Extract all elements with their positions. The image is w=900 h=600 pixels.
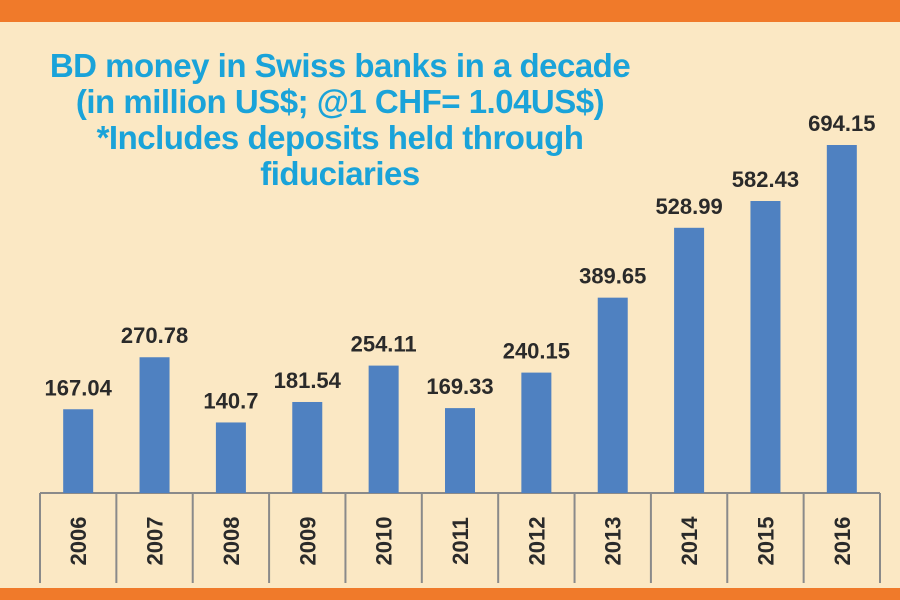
bar-2011 bbox=[445, 408, 475, 493]
data-label-2014: 528.99 bbox=[655, 194, 722, 219]
bar-2006 bbox=[63, 409, 94, 493]
data-label-2010: 254.11 bbox=[351, 332, 417, 357]
chart-title: BD money in Swiss banks in a decade bbox=[49, 47, 631, 84]
bar-2014 bbox=[674, 227, 705, 493]
data-label-2016: 694.15 bbox=[808, 111, 875, 136]
bar-2012 bbox=[521, 372, 552, 493]
tick-label-2015: 2015 bbox=[753, 517, 778, 566]
data-label-2007: 270.78 bbox=[121, 323, 188, 348]
bottom-orange-band bbox=[0, 588, 900, 600]
tick-label-2007: 2007 bbox=[143, 517, 168, 566]
bar-2009 bbox=[292, 401, 323, 493]
data-label-2011: 169.33 bbox=[426, 374, 493, 399]
data-label-2009: 181.54 bbox=[274, 368, 342, 393]
chart-note-line-2: fiduciaries bbox=[260, 155, 420, 192]
tick-label-2013: 2013 bbox=[601, 517, 626, 566]
tick-label-2009: 2009 bbox=[295, 517, 320, 566]
tick-label-2008: 2008 bbox=[219, 517, 244, 566]
data-label-2012: 240.15 bbox=[503, 339, 570, 364]
data-label-2013: 389.65 bbox=[579, 264, 646, 289]
data-label-2006: 167.04 bbox=[45, 375, 113, 400]
tick-label-2012: 2012 bbox=[524, 517, 549, 566]
data-label-2008: 140.7 bbox=[203, 388, 258, 413]
tick-label-2006: 2006 bbox=[66, 517, 91, 566]
chart-subtitle: (in million US$; @1 CHF= 1.04US$) bbox=[75, 83, 605, 120]
tick-label-2010: 2010 bbox=[372, 517, 397, 566]
chart-title-block: BD money in Swiss banks in a decade (in … bbox=[20, 48, 660, 192]
top-orange-band bbox=[0, 0, 900, 22]
tick-label-2014: 2014 bbox=[677, 516, 702, 566]
bar-2015 bbox=[750, 201, 781, 493]
tick-label-2016: 2016 bbox=[830, 517, 855, 566]
bar-2013 bbox=[597, 297, 628, 493]
bar-2007 bbox=[139, 357, 170, 493]
data-label-2015: 582.43 bbox=[732, 167, 799, 192]
bar-2010 bbox=[368, 365, 399, 493]
chart-note-line-1: *Includes deposits held through bbox=[96, 119, 584, 156]
bar-2016 bbox=[826, 145, 857, 493]
bar-2008 bbox=[215, 422, 246, 493]
tick-label-2011: 2011 bbox=[448, 517, 473, 565]
